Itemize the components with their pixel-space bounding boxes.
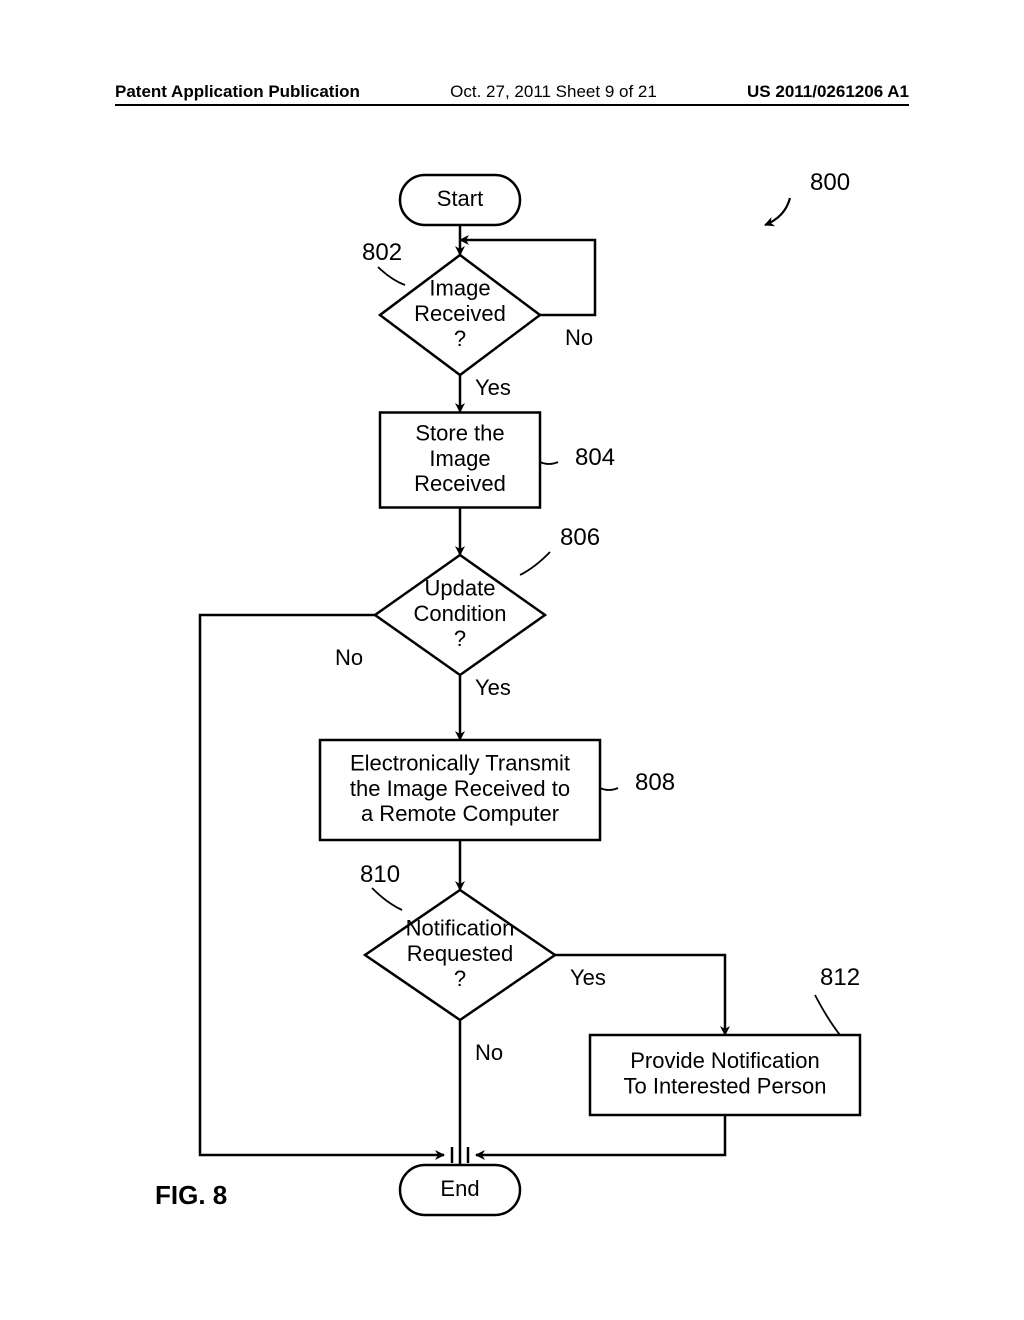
- node-start: Start: [400, 175, 520, 225]
- ref-802: 802: [362, 239, 402, 266]
- svg-text:No: No: [475, 1040, 503, 1065]
- svg-text:Image: Image: [429, 446, 490, 471]
- svg-text:No: No: [335, 645, 363, 670]
- svg-text:End: End: [440, 1176, 479, 1201]
- svg-text:Requested: Requested: [407, 941, 513, 966]
- node-d_update: UpdateCondition?: [375, 555, 545, 675]
- ref-806: 806: [560, 524, 600, 551]
- flowchart: StartImageReceived?Store theImageReceive…: [0, 0, 1024, 1320]
- svg-text:Image: Image: [429, 276, 490, 301]
- node-d_image: ImageReceived?: [380, 255, 540, 375]
- svg-text:Yes: Yes: [570, 965, 606, 990]
- svg-text:Store the: Store the: [415, 421, 504, 446]
- svg-text:Update: Update: [425, 576, 496, 601]
- svg-text:To Interested Person: To Interested Person: [623, 1073, 826, 1098]
- svg-text:Yes: Yes: [475, 375, 511, 400]
- ref-812: 812: [820, 964, 860, 991]
- svg-text:?: ?: [454, 966, 466, 991]
- svg-text:Received: Received: [414, 301, 506, 326]
- node-end: End: [400, 1165, 520, 1215]
- svg-text:a Remote Computer: a Remote Computer: [361, 801, 559, 826]
- svg-text:Condition: Condition: [414, 601, 507, 626]
- svg-text:Notification: Notification: [406, 916, 515, 941]
- node-p_store: Store theImageReceived: [380, 413, 540, 508]
- svg-text:Received: Received: [414, 471, 506, 496]
- svg-text:Yes: Yes: [475, 675, 511, 700]
- svg-text:the Image Received to: the Image Received to: [350, 776, 570, 801]
- ref-804: 804: [575, 444, 615, 471]
- page: Patent Application Publication Oct. 27, …: [0, 0, 1024, 1320]
- ref-810: 810: [360, 861, 400, 888]
- svg-text:?: ?: [454, 326, 466, 351]
- ref-808: 808: [635, 769, 675, 796]
- figure-label: FIG. 8: [155, 1180, 227, 1211]
- svg-text:Electronically Transmit: Electronically Transmit: [350, 751, 570, 776]
- node-d_notif: NotificationRequested?: [365, 890, 555, 1020]
- svg-text:800: 800: [810, 169, 850, 196]
- svg-text:Provide Notification: Provide Notification: [630, 1048, 820, 1073]
- svg-text:Start: Start: [437, 186, 483, 211]
- node-p_notif: Provide NotificationTo Interested Person: [590, 1035, 860, 1115]
- svg-text:?: ?: [454, 626, 466, 651]
- svg-text:No: No: [565, 325, 593, 350]
- node-p_trans: Electronically Transmitthe Image Receive…: [320, 740, 600, 840]
